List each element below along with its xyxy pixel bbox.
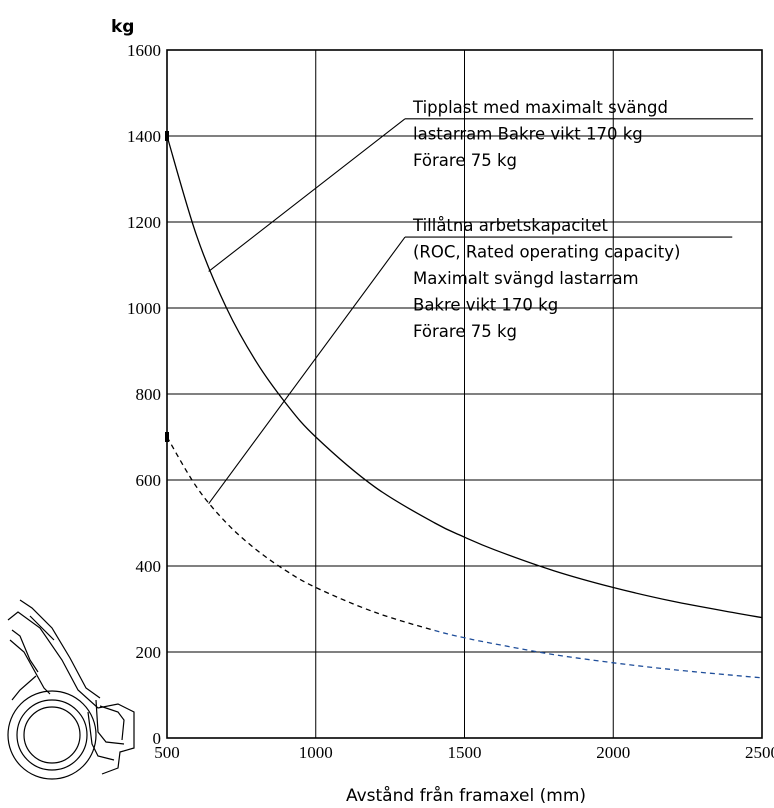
start-markers — [165, 131, 169, 442]
annotation-text-line: Förare 75 kg — [413, 322, 517, 341]
x-axis-label: Avstånd från framaxel (mm) — [346, 785, 586, 806]
y-tick-label: 1000 — [127, 299, 161, 318]
annotation-leader-line — [208, 236, 406, 504]
annotation-text-line: Bakre vikt 170 kg — [413, 296, 558, 315]
annotation-text-line: Maximalt svängd lastarram — [413, 269, 639, 288]
y-tick-label: 800 — [136, 385, 162, 404]
annotation-text-line: (ROC, Rated operating capacity) — [413, 243, 680, 262]
y-tick-label: 400 — [136, 557, 162, 576]
series-start-marker — [165, 432, 169, 442]
x-tick-label: 2000 — [596, 743, 630, 762]
y-tick-label: 1600 — [127, 41, 161, 60]
annotation-leader-line — [208, 118, 406, 272]
roc-series-line — [166, 436, 435, 632]
x-tick-label: 1000 — [299, 743, 333, 762]
series-start-marker — [165, 131, 169, 141]
annotations: Tipplast med maximalt svängd lastarram Ba… — [208, 98, 754, 504]
x-tick-label: 1500 — [448, 743, 482, 762]
y-tick-label: 200 — [136, 643, 162, 662]
grid — [166, 49, 763, 739]
tipping-load-series-line — [166, 135, 763, 619]
y-tick-label: 600 — [136, 471, 162, 490]
series-layer — [166, 135, 763, 679]
y-tick-label: 1400 — [127, 127, 161, 146]
annotation-text-line: lastarram Bakre vikt 170 kg — [413, 124, 643, 143]
x-tick-label: 500 — [154, 743, 180, 762]
annotation-text-line: Tipplast med maximalt svängd — [412, 98, 668, 117]
y-tick-label: 1200 — [127, 213, 161, 232]
machine-wheel-illustration — [7, 599, 135, 780]
y-tick-label: 0 — [153, 729, 162, 748]
y-axis-label: kg — [111, 17, 134, 37]
roc-series-line-blue-part — [434, 629, 763, 679]
annotation-text-line: Tillåtna arbetskapacitet — [412, 216, 609, 235]
annotation-text-line: Förare 75 kg — [413, 151, 517, 170]
